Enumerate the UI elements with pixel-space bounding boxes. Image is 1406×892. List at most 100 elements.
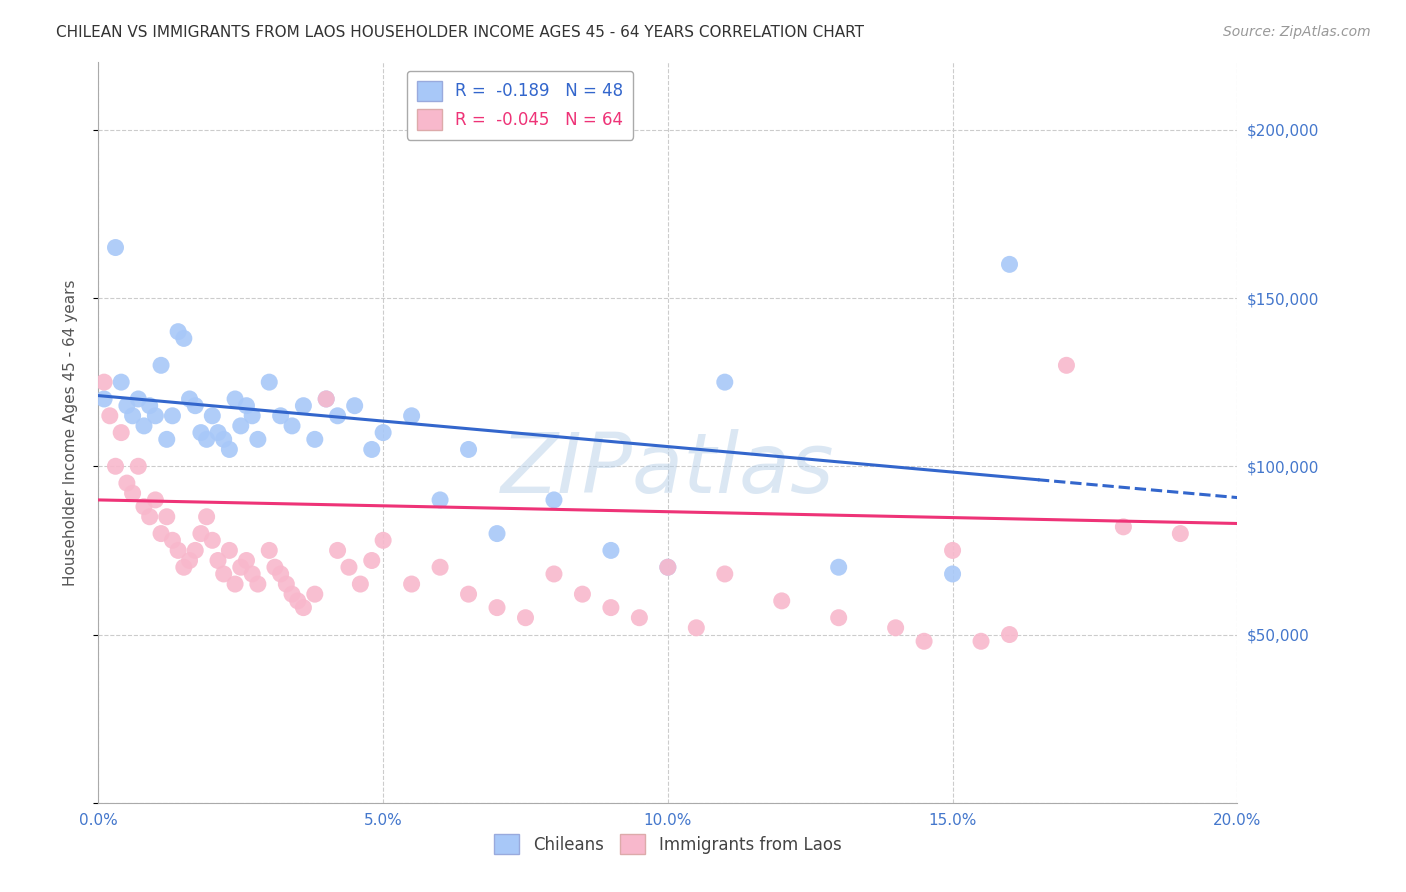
Point xyxy=(543,492,565,507)
Point xyxy=(429,492,451,507)
Point xyxy=(515,610,537,624)
Point xyxy=(600,600,623,615)
Point xyxy=(246,577,269,591)
Point xyxy=(121,409,143,423)
Point xyxy=(457,442,479,457)
Point xyxy=(207,553,229,567)
Point xyxy=(401,577,423,591)
Point xyxy=(173,331,195,345)
Point xyxy=(998,257,1021,271)
Point xyxy=(287,594,309,608)
Point xyxy=(110,375,132,389)
Point xyxy=(212,566,235,581)
Point xyxy=(628,610,651,624)
Point xyxy=(360,553,382,567)
Point xyxy=(229,418,252,433)
Point xyxy=(190,425,212,440)
Point xyxy=(110,425,132,440)
Point xyxy=(156,509,179,524)
Point xyxy=(360,442,382,457)
Point xyxy=(229,560,252,574)
Point xyxy=(884,621,907,635)
Point xyxy=(457,587,479,601)
Point xyxy=(259,543,281,558)
Point xyxy=(98,409,121,423)
Point xyxy=(1170,526,1192,541)
Point xyxy=(104,459,127,474)
Point xyxy=(115,399,138,413)
Point xyxy=(138,509,160,524)
Point xyxy=(162,409,184,423)
Legend: Chileans, Immigrants from Laos: Chileans, Immigrants from Laos xyxy=(488,828,848,861)
Point xyxy=(150,359,173,373)
Point xyxy=(173,560,195,574)
Point xyxy=(281,418,304,433)
Point xyxy=(486,526,509,541)
Point xyxy=(401,409,423,423)
Point xyxy=(770,594,793,608)
Point xyxy=(132,418,155,433)
Point xyxy=(121,486,143,500)
Point xyxy=(218,442,240,457)
Point xyxy=(657,560,679,574)
Point xyxy=(167,325,190,339)
Point xyxy=(93,375,115,389)
Point xyxy=(281,587,304,601)
Point xyxy=(150,526,173,541)
Point xyxy=(235,399,257,413)
Point xyxy=(201,409,224,423)
Point xyxy=(1056,359,1078,373)
Point xyxy=(132,500,155,514)
Point xyxy=(184,543,207,558)
Point xyxy=(224,577,246,591)
Point xyxy=(315,392,337,406)
Point xyxy=(224,392,246,406)
Point xyxy=(162,533,184,548)
Point xyxy=(240,409,263,423)
Point xyxy=(942,566,965,581)
Point xyxy=(685,621,707,635)
Point xyxy=(429,560,451,574)
Point xyxy=(571,587,593,601)
Point xyxy=(270,409,292,423)
Point xyxy=(714,375,737,389)
Point xyxy=(657,560,679,574)
Point xyxy=(115,476,138,491)
Point xyxy=(190,526,212,541)
Point xyxy=(184,399,207,413)
Point xyxy=(195,509,218,524)
Point xyxy=(104,240,127,255)
Text: ZIPatlas: ZIPatlas xyxy=(501,429,835,510)
Point xyxy=(270,566,292,581)
Point xyxy=(218,543,240,558)
Point xyxy=(167,543,190,558)
Point xyxy=(127,459,149,474)
Point xyxy=(337,560,360,574)
Point xyxy=(156,433,179,447)
Point xyxy=(343,399,366,413)
Point xyxy=(93,392,115,406)
Text: Source: ZipAtlas.com: Source: ZipAtlas.com xyxy=(1223,25,1371,39)
Text: CHILEAN VS IMMIGRANTS FROM LAOS HOUSEHOLDER INCOME AGES 45 - 64 YEARS CORRELATIO: CHILEAN VS IMMIGRANTS FROM LAOS HOUSEHOL… xyxy=(56,25,865,40)
Point xyxy=(207,425,229,440)
Point xyxy=(179,553,201,567)
Point xyxy=(373,425,395,440)
Point xyxy=(998,627,1021,641)
Point xyxy=(201,533,224,548)
Point xyxy=(315,392,337,406)
Point xyxy=(276,577,298,591)
Point xyxy=(1112,520,1135,534)
Point xyxy=(235,553,257,567)
Point xyxy=(600,543,623,558)
Point xyxy=(942,543,965,558)
Point xyxy=(714,566,737,581)
Point xyxy=(127,392,149,406)
Point xyxy=(212,433,235,447)
Point xyxy=(326,543,349,558)
Point xyxy=(195,433,218,447)
Point xyxy=(349,577,371,591)
Point xyxy=(912,634,935,648)
Point xyxy=(240,566,263,581)
Point xyxy=(486,600,509,615)
Point xyxy=(145,409,167,423)
